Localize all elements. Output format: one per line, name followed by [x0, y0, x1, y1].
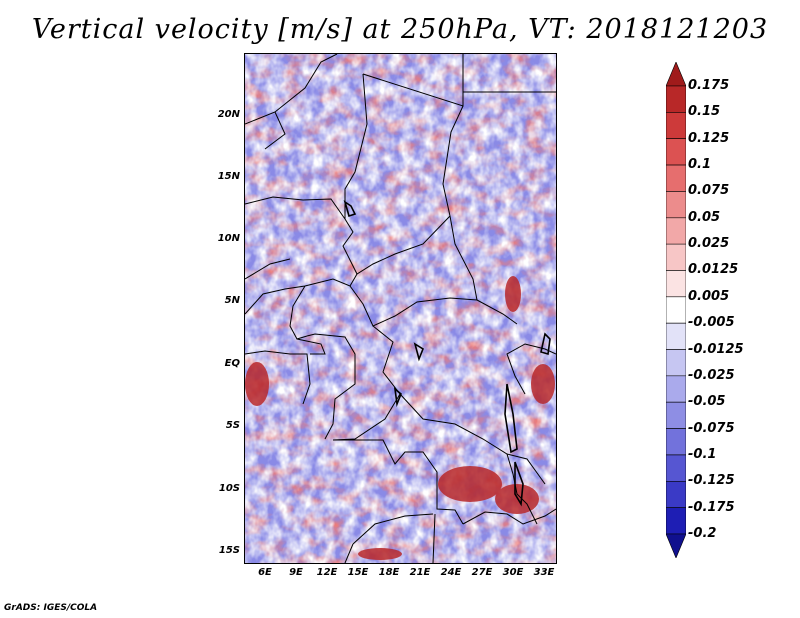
colorbar-bin — [666, 243, 686, 271]
colorbar-bin — [666, 217, 686, 245]
colorbar-level-label: -0.1 — [688, 446, 717, 462]
colorbar-bin — [666, 454, 686, 482]
plot-title: Vertical velocity [m/s] at 250hPa, VT: 2… — [31, 14, 769, 45]
lon-label-12e: 12E — [316, 567, 338, 578]
colorbar-level-label: 0.05 — [688, 209, 721, 225]
colorbar-bin — [666, 270, 686, 298]
lon-label-15e: 15E — [347, 567, 369, 578]
colorbar-level-label: 0.15 — [688, 104, 721, 120]
colorbar-bin — [666, 349, 686, 377]
colorbar-level-label: 0.025 — [688, 236, 730, 252]
lon-label-33e: 33E — [533, 567, 555, 578]
near-zero-field — [245, 54, 556, 563]
colorbar-level-label: 0.0125 — [688, 262, 739, 278]
lat-label-15n: 15N — [217, 171, 240, 182]
colorbar-level-label: -0.025 — [688, 367, 735, 383]
colorbar-bin — [666, 112, 686, 140]
colorbar-bin — [666, 85, 686, 113]
lon-label-24e: 24E — [440, 567, 462, 578]
colorbar-bin — [666, 375, 686, 403]
colorbar-level-label: 0.175 — [688, 78, 730, 93]
colorbar-bin — [666, 428, 686, 456]
colorbar — [666, 62, 686, 558]
strong-ascent-regions — [245, 276, 555, 560]
lon-label-27e: 27E — [471, 567, 493, 578]
lon-label-6e: 6E — [258, 567, 272, 578]
lat-label-eq: EQ — [224, 358, 240, 369]
colorbar-level-label: -0.2 — [688, 526, 717, 541]
colorbar-level-label: 0.1 — [688, 157, 712, 173]
lat-label-20n: 20N — [217, 109, 240, 120]
lat-label-5s: 5S — [225, 420, 240, 431]
credit-text: GrADS: IGES/COLA — [4, 603, 98, 613]
colorbar-level-label: -0.175 — [688, 499, 735, 515]
colorbar-bin — [666, 62, 686, 87]
lon-label-21e: 21E — [409, 567, 431, 578]
lat-label-5n: 5N — [224, 295, 240, 306]
country-borders — [245, 54, 556, 563]
colorbar-level-label: 0.075 — [688, 183, 730, 199]
lake-outlines — [343, 200, 551, 507]
colorbar-bin — [666, 164, 686, 192]
velocity-field-map — [245, 54, 556, 563]
colorbar-bin — [666, 533, 686, 558]
colorbar-bin — [666, 322, 686, 350]
lon-label-30e: 30E — [502, 567, 524, 578]
colorbar-level-label: -0.125 — [688, 473, 735, 489]
colorbar-bin — [666, 507, 686, 535]
colorbar-level-label: 0.005 — [688, 288, 730, 304]
colorbar-level-label: -0.075 — [688, 420, 735, 436]
colorbar-level-label: -0.0125 — [688, 341, 744, 357]
colorbar-bin — [666, 401, 686, 429]
lat-label-10n: 10N — [217, 233, 240, 244]
lat-label-15s: 15S — [218, 545, 240, 556]
colorbar-bin — [666, 480, 686, 508]
map-panel — [244, 53, 557, 564]
lon-label-18e: 18E — [378, 567, 400, 578]
lon-label-9e: 9E — [289, 567, 303, 578]
colorbar-bin — [666, 138, 686, 166]
colorbar-bin — [666, 191, 686, 219]
colorbar-bin — [666, 296, 686, 324]
colorbar-level-label: -0.05 — [688, 394, 726, 410]
colorbar-level-label: 0.125 — [688, 130, 730, 146]
lat-label-10s: 10S — [218, 483, 240, 494]
colorbar-level-label: -0.005 — [688, 315, 735, 331]
